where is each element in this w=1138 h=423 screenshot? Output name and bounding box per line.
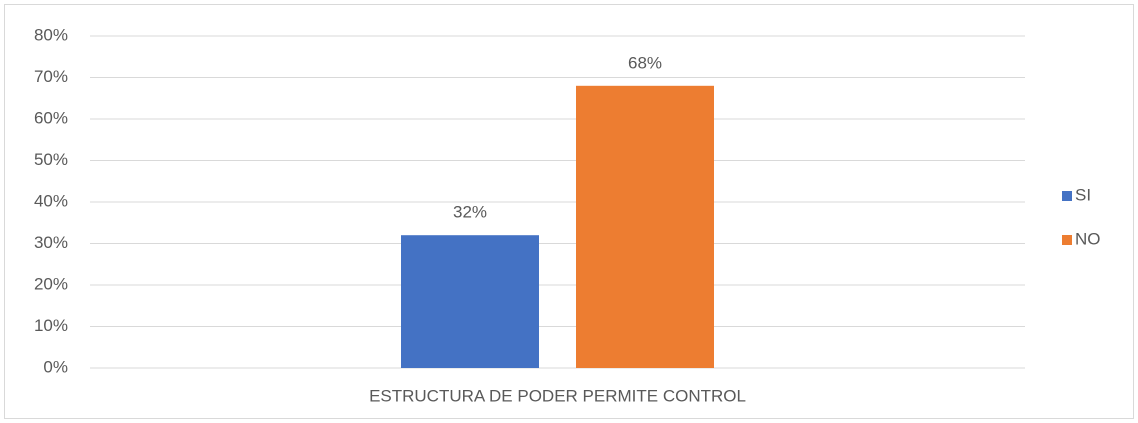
bar xyxy=(576,85,714,369)
y-tick-label: 50% xyxy=(34,150,68,169)
y-tick-label: 20% xyxy=(34,274,68,293)
value-label: 32% xyxy=(453,203,487,222)
legend-label: SI xyxy=(1075,185,1091,204)
x-tick-label: ESTRUCTURA DE PODER PERMITE CONTROL xyxy=(369,386,746,405)
y-tick-label: 0% xyxy=(43,357,68,376)
legend-swatch xyxy=(1062,235,1072,245)
y-tick-label: 80% xyxy=(34,25,68,44)
y-tick-label: 10% xyxy=(34,316,68,335)
chart-border xyxy=(4,4,1134,419)
y-tick-label: 40% xyxy=(34,191,68,210)
legend-swatch xyxy=(1062,191,1072,201)
bar xyxy=(401,235,539,368)
y-tick-label: 70% xyxy=(34,67,68,86)
y-tick-label: 30% xyxy=(34,233,68,252)
y-tick-label: 60% xyxy=(34,108,68,127)
legend-label: NO xyxy=(1075,229,1101,248)
value-label: 68% xyxy=(628,53,662,72)
